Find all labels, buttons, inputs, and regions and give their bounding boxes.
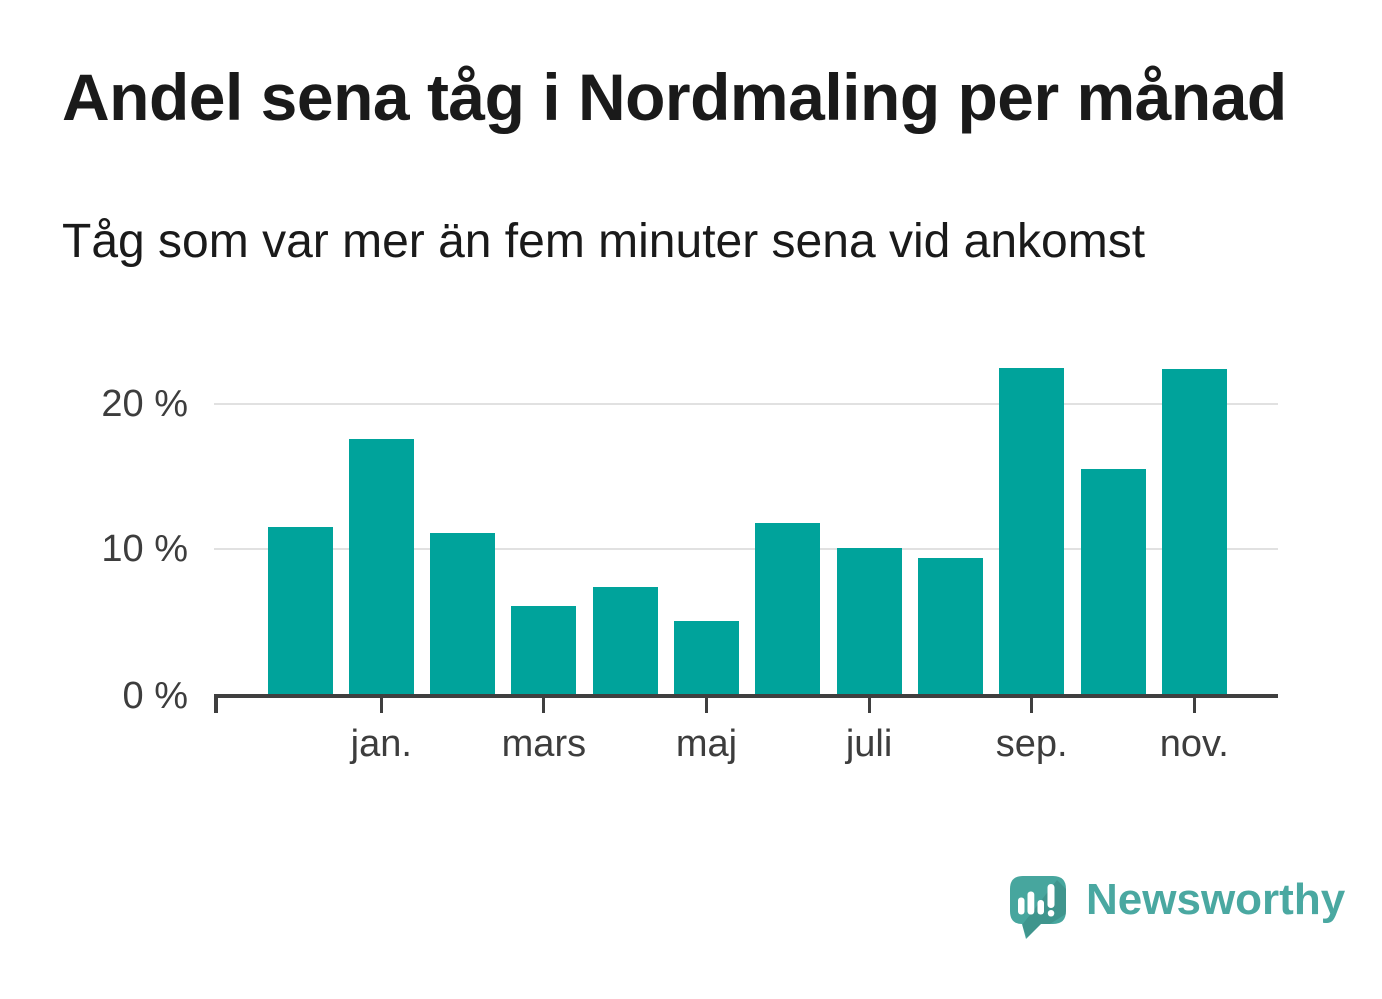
x-axis-label-maj: maj [675,723,738,765]
x-tick-sep [1030,698,1034,713]
bar-1 [267,527,333,694]
x-axis-origin-tick [214,694,218,713]
x-tick-nov [1192,698,1196,713]
bar-4 [511,606,577,694]
bar-9 [917,558,983,694]
x-axis-label-jan: jan. [350,723,412,765]
bar-11 [1080,469,1146,694]
bar-12 [1161,369,1227,694]
bar-7 [755,523,821,694]
bar-6 [674,621,739,694]
gridline-10 [214,548,1278,550]
bar-5 [592,587,658,694]
chart-title: Andel sena tåg i Nordmaling per månad [62,60,1287,134]
x-axis-label-mars: mars [501,723,587,765]
chart-subtitle: Tåg som var mer än fem minuter sena vid … [62,215,1146,268]
x-axis-line [214,694,1278,698]
bar-8 [836,548,902,694]
y-axis-label-20: 20 % [101,383,188,425]
newsworthy-logo: Newsworthy [1010,876,1345,940]
x-tick-juli [867,698,871,713]
bar-10 [999,368,1065,694]
bar-3 [430,533,496,694]
y-axis-label-0: 0 % [122,675,188,717]
x-tick-mars [542,698,546,713]
x-axis-label-nov: nov. [1159,723,1229,765]
newsworthy-logo-text: Newsworthy [1086,875,1346,924]
y-axis-label-10: 10 % [101,528,188,570]
bar-2 [348,439,414,694]
gridline-20 [214,403,1278,405]
speech-bubble-bar-chart-icon [1010,876,1066,939]
x-axis-label-sep: sep. [995,723,1068,765]
x-tick-jan [379,698,383,713]
x-axis-label-juli: juli [845,723,893,765]
x-tick-maj [705,698,708,713]
